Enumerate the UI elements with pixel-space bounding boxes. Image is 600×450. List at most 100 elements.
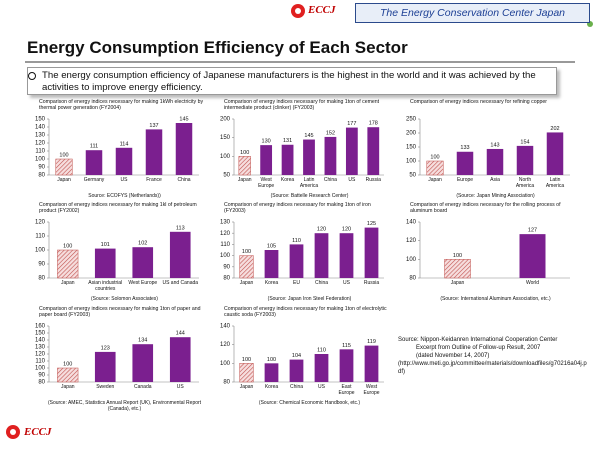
- y-tick-label: 80: [38, 173, 45, 179]
- chart: 80 100 120 140 100 127: [406, 220, 570, 282]
- value-label: 127: [528, 228, 537, 234]
- bar: [519, 234, 546, 278]
- value-label: 145: [179, 116, 188, 122]
- slide-title: Energy Consumption Efficiency of Each Se…: [27, 38, 408, 57]
- y-tick-label: 50: [409, 173, 416, 179]
- x-tick-label: West Europe: [258, 177, 275, 189]
- bar: [486, 148, 504, 175]
- y-tick-label: 100: [220, 154, 231, 160]
- y-tick-label: 140: [220, 324, 231, 330]
- chart-panel: Comparison of energy indices necessary f…: [27, 306, 205, 412]
- value-label: 178: [369, 121, 378, 127]
- y-tick-label: 150: [35, 331, 46, 337]
- x-tick-label: US: [176, 384, 184, 390]
- x-tick-label: Asia: [490, 177, 500, 183]
- x-tick-label: US: [348, 177, 356, 183]
- value-label: 144: [176, 331, 185, 337]
- y-tick-label: 50: [223, 173, 230, 179]
- y-tick-label: 110: [35, 359, 45, 365]
- x-tick-label: Latin America: [299, 177, 319, 189]
- y-tick-label: 140: [35, 338, 46, 344]
- bar: [169, 337, 191, 382]
- y-tick-label: 90: [38, 165, 45, 171]
- chart: 50 100 150 200 250 100 133 143 154 202: [406, 117, 570, 179]
- x-tick-label: Korea: [264, 280, 279, 286]
- x-tick-label: Latin America: [545, 177, 565, 189]
- value-label: 120: [342, 227, 351, 233]
- x-tick-label: Japan: [237, 177, 252, 183]
- chart-title: Comparison of energy indices necessary f…: [224, 202, 371, 214]
- bar: [314, 354, 329, 382]
- y-tick-label: 100: [35, 366, 46, 372]
- value-label: 100: [242, 249, 251, 255]
- bar: [289, 244, 304, 278]
- value-label: 130: [262, 139, 271, 145]
- y-tick-label: 120: [406, 238, 417, 244]
- x-tick-label: Japan: [239, 280, 254, 286]
- bar: [339, 233, 354, 278]
- value-label: 105: [267, 243, 276, 249]
- y-tick-label: 140: [406, 220, 417, 226]
- value-label: 133: [460, 145, 469, 151]
- bar: [94, 248, 116, 278]
- logo: ECCJ: [308, 4, 336, 16]
- bar: [444, 259, 471, 279]
- value-label: 152: [326, 130, 335, 136]
- bar: [281, 144, 294, 175]
- y-tick-label: 160: [35, 324, 46, 330]
- chart-source: (Source: Chemical Economic Handbook, etc…: [258, 400, 361, 406]
- y-tick-label: 80: [409, 276, 416, 282]
- chart: 80 90 100 110 120 130 100 105 110 120 120 125: [220, 220, 384, 282]
- value-label: 102: [138, 241, 147, 247]
- x-tick-label: Korea: [264, 384, 279, 390]
- x-tick-label: Japan: [428, 177, 442, 183]
- bar: [289, 359, 304, 382]
- bar: [264, 250, 279, 278]
- footer-logo: ECCJ: [24, 426, 52, 438]
- bar: [175, 123, 193, 175]
- y-tick-label: 250: [406, 117, 417, 123]
- value-label: 145: [304, 133, 313, 139]
- bar: [94, 351, 116, 382]
- chart-panel: Comparison of energy indices necessary f…: [27, 99, 205, 203]
- y-tick-label: 130: [220, 220, 231, 226]
- value-label: 113: [176, 225, 185, 231]
- value-label: 100: [63, 361, 72, 367]
- y-tick-label: 80: [38, 276, 45, 282]
- chart-title: Comparison of energy indices necessary f…: [39, 99, 204, 111]
- source-block: Source: Nippon-Keidanren International C…: [398, 336, 588, 376]
- y-tick-label: 100: [220, 253, 231, 259]
- x-tick-label: US: [343, 280, 350, 286]
- y-tick-label: 120: [35, 352, 46, 358]
- y-tick-label: 100: [35, 248, 46, 254]
- bar: [516, 145, 534, 175]
- chart-panel: Comparison of energy indices necessary f…: [398, 99, 576, 203]
- source-line: (dated November 14, 2007): [416, 353, 490, 359]
- x-tick-label: Russia: [365, 177, 381, 183]
- bar: [55, 158, 73, 176]
- chart: 80 90 100 110 120 100 101 102 113: [35, 220, 199, 282]
- chart-panel: Comparison of energy indices necessary f…: [212, 306, 390, 410]
- bar: [345, 127, 358, 175]
- value-label: 100: [63, 243, 72, 249]
- bullet-text: The energy consumption efficiency of Jap…: [27, 67, 557, 95]
- bar: [132, 344, 154, 382]
- value-label: 120: [317, 227, 326, 233]
- x-tick-label: Japan: [60, 384, 75, 390]
- y-tick-label: 90: [223, 264, 230, 270]
- bar: [339, 349, 354, 382]
- x-tick-label: China: [314, 280, 329, 286]
- x-tick-label: Russia: [363, 280, 380, 286]
- y-tick-label: 100: [406, 257, 417, 263]
- y-tick-label: 90: [38, 373, 45, 379]
- value-label: 137: [149, 123, 158, 129]
- value-label: 125: [367, 221, 376, 227]
- y-tick-label: 130: [35, 345, 46, 351]
- value-label: 177: [347, 121, 356, 127]
- y-tick-label: 100: [35, 157, 46, 163]
- chart-panel: Comparison of energy indices necessary f…: [27, 202, 205, 306]
- bar: [367, 127, 380, 175]
